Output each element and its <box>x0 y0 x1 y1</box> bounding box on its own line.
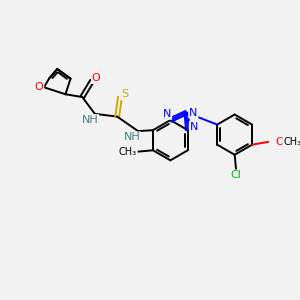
Text: O: O <box>34 82 43 92</box>
Text: Cl: Cl <box>231 170 242 180</box>
Text: O: O <box>92 73 100 83</box>
Text: NH: NH <box>124 132 140 142</box>
Text: NH: NH <box>81 115 98 125</box>
Text: CH₃: CH₃ <box>283 137 300 147</box>
Text: CH₃: CH₃ <box>119 147 137 157</box>
Text: S: S <box>122 89 129 99</box>
Text: N: N <box>163 109 171 119</box>
Text: O: O <box>276 137 284 147</box>
Text: N: N <box>190 122 198 132</box>
Text: N: N <box>189 108 197 118</box>
